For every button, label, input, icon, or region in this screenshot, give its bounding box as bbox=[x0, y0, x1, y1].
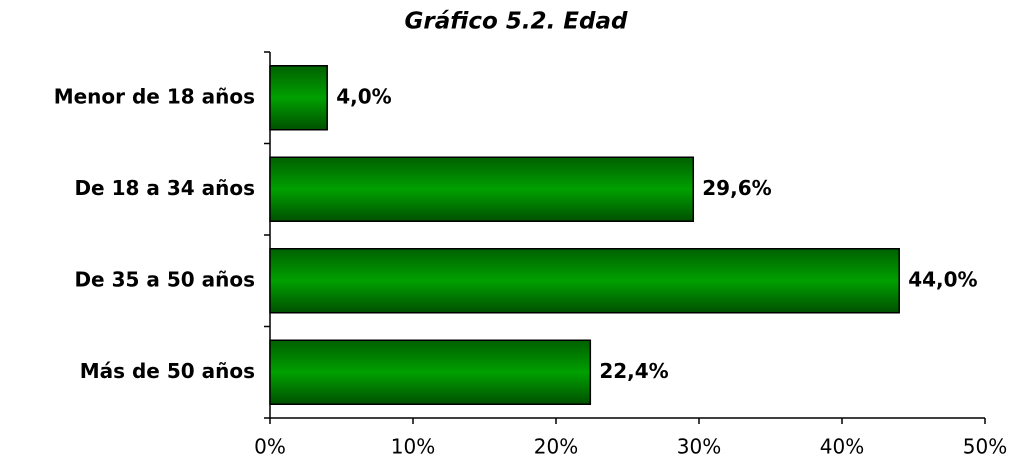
chart-title: Gráfico 5.2. Edad bbox=[405, 9, 628, 35]
x-tick-label: 40% bbox=[820, 435, 864, 459]
x-tick-label: 10% bbox=[391, 435, 435, 459]
x-tick-label: 30% bbox=[677, 435, 721, 459]
value-label: 44,0% bbox=[908, 267, 977, 291]
bar bbox=[269, 339, 592, 405]
value-label: 29,6% bbox=[702, 176, 771, 200]
value-label: 4,0% bbox=[336, 84, 391, 108]
y-tick-label: De 35 a 50 años bbox=[74, 267, 255, 291]
y-tick-label: Más de 50 años bbox=[80, 359, 255, 383]
y-tick-label: De 18 a 34 años bbox=[74, 176, 255, 200]
bar bbox=[269, 65, 328, 131]
x-tick-label: 50% bbox=[963, 435, 1007, 459]
bar bbox=[269, 156, 695, 222]
x-tick-label: 20% bbox=[534, 435, 578, 459]
bar bbox=[269, 248, 900, 314]
value-label: 22,4% bbox=[599, 359, 668, 383]
x-tick-label: 0% bbox=[254, 435, 286, 459]
y-tick-label: Menor de 18 años bbox=[54, 84, 255, 108]
